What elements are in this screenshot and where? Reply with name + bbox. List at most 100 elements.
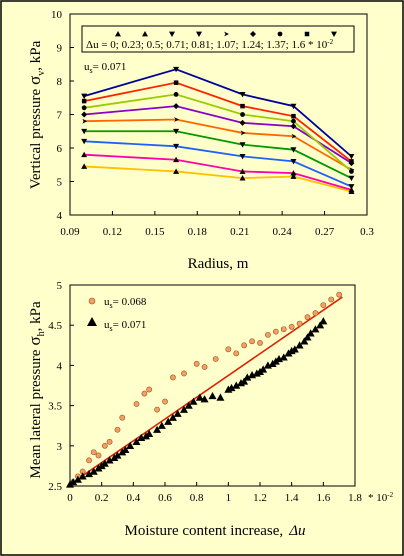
chart2-point-us-071 <box>157 421 166 429</box>
chart2-point-us-068 <box>257 339 263 346</box>
chart2-point-us-068 <box>154 406 160 413</box>
chart2-point-us-068 <box>106 438 113 445</box>
chart2-y-tick-label: 3.5 <box>48 401 62 413</box>
chart2-y-axis-label: Mean lateral pressureσh, kPa <box>25 301 47 479</box>
chart2-point-us-071 <box>184 401 193 409</box>
legend-marker-triangle <box>87 317 97 326</box>
chart2-scatter-points <box>66 291 343 488</box>
chart1-legend-marker <box>250 31 256 37</box>
chart1-legend-marker <box>169 31 175 37</box>
chart2-point-us-071 <box>69 477 78 486</box>
chart2-point-us-071 <box>168 413 177 421</box>
chart2-x-tick-label: 0.2 <box>95 492 109 504</box>
chart2-x-tick-label: 0 <box>67 492 73 504</box>
chart1-data-point <box>290 103 297 110</box>
chart1-data-point <box>81 98 87 104</box>
chart2-point-us-068 <box>201 364 208 370</box>
chart2-point-us-068 <box>141 390 148 397</box>
chart2-point-us-068 <box>119 414 126 421</box>
chart1-y-tick-label: 5 <box>57 177 63 189</box>
chart2-point-us-071 <box>319 317 328 325</box>
chart2-point-us-068 <box>233 350 240 357</box>
chart1-data-point <box>173 128 180 135</box>
chart1-series-markers <box>81 66 355 194</box>
chart2-x-tick-label: 1.2 <box>253 492 267 504</box>
chart1-data-point <box>173 66 180 73</box>
chart2-point-us-068 <box>101 442 108 449</box>
chart1-data-point <box>239 153 246 160</box>
chart1-data-point <box>239 175 246 181</box>
chart2-x-multiplier: * 10-2 <box>368 491 394 504</box>
chart1-y-tick-label: 10 <box>51 9 63 21</box>
chart2-y-tick-label: 3 <box>57 441 63 453</box>
chart2-point-us-068 <box>296 320 303 327</box>
chart2-point-us-071 <box>208 391 217 400</box>
chart2-point-us-071 <box>145 429 154 437</box>
chart2-point-us-068 <box>170 374 176 381</box>
chart1-legend-marker <box>304 31 310 37</box>
chart1-data-point <box>291 118 296 124</box>
chart1-data-point <box>81 128 88 135</box>
chart2-legend: us= 0.068 us= 0.071 <box>87 296 147 333</box>
chart1-legend-marker <box>277 31 283 37</box>
chart2-point-us-071 <box>73 475 82 483</box>
chart1-data-point <box>349 169 354 174</box>
chart2-point-us-071 <box>89 467 98 475</box>
chart2-x-axis-label: Moisture content increase, Δu <box>124 523 305 539</box>
chart2-point-us-071 <box>216 393 225 401</box>
chart1-data-point <box>81 151 88 158</box>
chart1-data-point <box>239 92 246 98</box>
chart2-point-us-071 <box>100 459 109 467</box>
chart2-x-tick-label: 0.8 <box>190 492 204 504</box>
chart1-y-tick-label: 6 <box>57 143 63 155</box>
chart2-point-us-071 <box>279 353 288 361</box>
chart2-point-us-071 <box>132 437 141 445</box>
chart1-legend-marker <box>115 31 121 37</box>
chart2-point-us-068 <box>272 328 279 335</box>
chart2-x-tick-label: 0.4 <box>126 492 140 504</box>
chart2-point-us-071 <box>173 409 182 417</box>
chart1-data-point <box>240 112 245 117</box>
chart2-point-us-071 <box>303 333 312 341</box>
chart1-data-point <box>291 133 297 139</box>
chart1-data-point <box>82 118 88 124</box>
chart1-y-tick-label: 9 <box>57 43 63 55</box>
chart1-data-point <box>81 93 88 100</box>
chart1-y-axis-label: Vertical pressureσv, kPa <box>25 40 47 189</box>
chart2-point-us-071 <box>85 469 93 478</box>
chart2-point-us-068 <box>95 452 102 459</box>
chart2-point-us-071 <box>195 393 204 401</box>
chart1-data-point <box>348 175 355 182</box>
chart2-point-us-068 <box>265 331 271 338</box>
chart2-point-us-068 <box>146 386 153 393</box>
chart2-y-ticks: 2.5 3 3.5 4 4.5 5 <box>48 280 74 493</box>
chart1-legend-box <box>81 25 355 53</box>
chart2-point-us-068 <box>162 398 168 405</box>
chart-vertical-pressure: 0.09 0.12 0.15 0.18 0.21 0.24 0.27 0.3 4 5 6 7 8 9 10… <box>25 9 374 272</box>
chart2-point-us-068 <box>249 338 255 345</box>
chart2-point-us-068 <box>304 314 311 321</box>
chart2-point-us-071 <box>113 451 122 459</box>
chart1-legend-marker <box>142 31 148 37</box>
chart1-y-tick-label: 7 <box>57 110 63 122</box>
chart2-point-us-068 <box>336 291 343 298</box>
chart1-data-point <box>173 80 179 85</box>
chart2-point-us-071 <box>78 472 87 480</box>
chart-lateral-pressure: 0 0.2 0.4 0.6 0.8 1 1.2 1.4 1.6 1.8 2.533.544.55 … <box>25 280 394 539</box>
chart1-data-point <box>81 111 88 118</box>
chart2-point-us-068 <box>86 457 92 464</box>
chart1-legend-markers <box>115 31 337 37</box>
chart1-data-point <box>291 113 296 119</box>
chart1-legend-marker <box>331 31 337 37</box>
chart2-y-tick-label: 5 <box>57 280 63 292</box>
chart1-data-point <box>173 156 180 163</box>
chart2-point-us-071 <box>200 395 209 403</box>
chart1-y-tick-label: 4 <box>57 210 63 222</box>
chart1-data-point <box>349 159 354 164</box>
chart1-data-point <box>290 147 297 153</box>
chart2-trendline-line <box>69 296 343 486</box>
chart2-point-us-068 <box>181 370 187 377</box>
chart1-x-tick-label: 0.21 <box>230 226 249 238</box>
chart1-data-point <box>348 184 355 190</box>
chart1-data-point <box>240 103 245 109</box>
